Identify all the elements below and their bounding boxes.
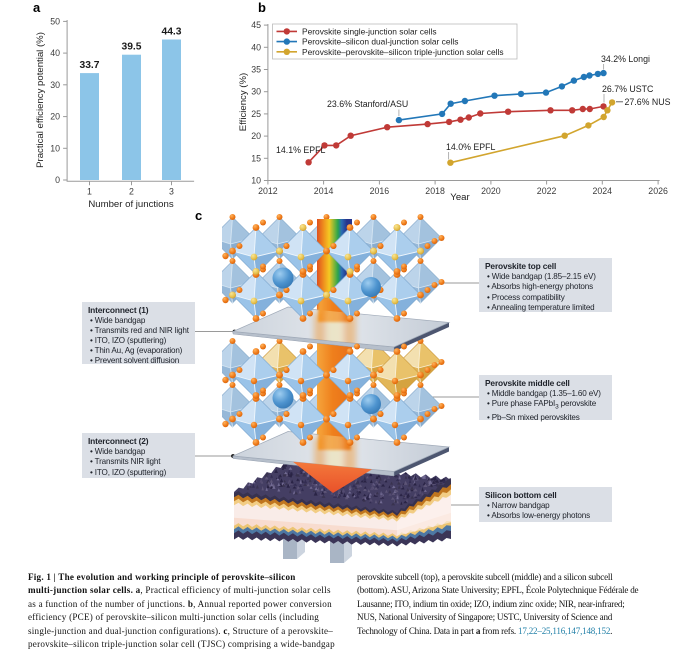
svg-text:Perovskite–silicon dual-juncti: Perovskite–silicon dual-junction solar c… [302,37,458,47]
svg-text:Number of junctions: Number of junctions [88,199,174,210]
svg-text:3: 3 [169,187,174,197]
svg-text:2014: 2014 [314,186,334,196]
svg-text:39.5: 39.5 [121,42,141,53]
svg-text:2016: 2016 [370,186,390,196]
svg-text:40: 40 [251,42,261,52]
svg-text:20: 20 [251,131,261,141]
svg-text:45: 45 [251,20,261,30]
svg-text:Year: Year [450,192,470,203]
svg-text:2026: 2026 [648,186,668,196]
svg-text:10: 10 [50,143,60,153]
svg-text:2018: 2018 [425,186,445,196]
svg-text:23.6% Stanford/ASU: 23.6% Stanford/ASU [327,99,408,109]
svg-text:Practical efficiency potential: Practical efficiency potential (%) [35,32,46,168]
svg-text:25: 25 [251,109,261,119]
svg-text:2: 2 [129,187,134,197]
svg-text:2024: 2024 [593,186,613,196]
svg-text:15: 15 [251,153,261,163]
svg-text:Efficiency (%): Efficiency (%) [238,73,249,131]
svg-text:27.6% NUS: 27.6% NUS [625,97,671,107]
svg-text:10: 10 [251,176,261,186]
svg-text:2020: 2020 [481,186,501,196]
svg-text:Perovskite–perovskite–silicon: Perovskite–perovskite–silicon triple-jun… [302,47,504,57]
svg-text:34.2% Longi: 34.2% Longi [601,54,650,64]
svg-text:14.1% EPFL: 14.1% EPFL [276,145,325,155]
svg-text:20: 20 [50,112,60,122]
svg-text:0: 0 [55,175,60,185]
svg-text:Perovskite single-junction sol: Perovskite single-junction solar cells [302,26,437,36]
svg-text:2012: 2012 [258,186,278,196]
svg-text:1: 1 [87,187,92,197]
svg-text:44.3: 44.3 [161,27,181,38]
svg-text:2022: 2022 [537,186,557,196]
svg-text:33.7: 33.7 [79,60,99,71]
svg-text:14.0% EPFL: 14.0% EPFL [446,142,495,152]
svg-text:30: 30 [50,80,60,90]
svg-text:50: 50 [50,16,60,26]
svg-text:40: 40 [50,48,60,58]
svg-text:26.7% USTC: 26.7% USTC [602,84,654,94]
svg-text:30: 30 [251,87,261,97]
svg-text:35: 35 [251,65,261,75]
